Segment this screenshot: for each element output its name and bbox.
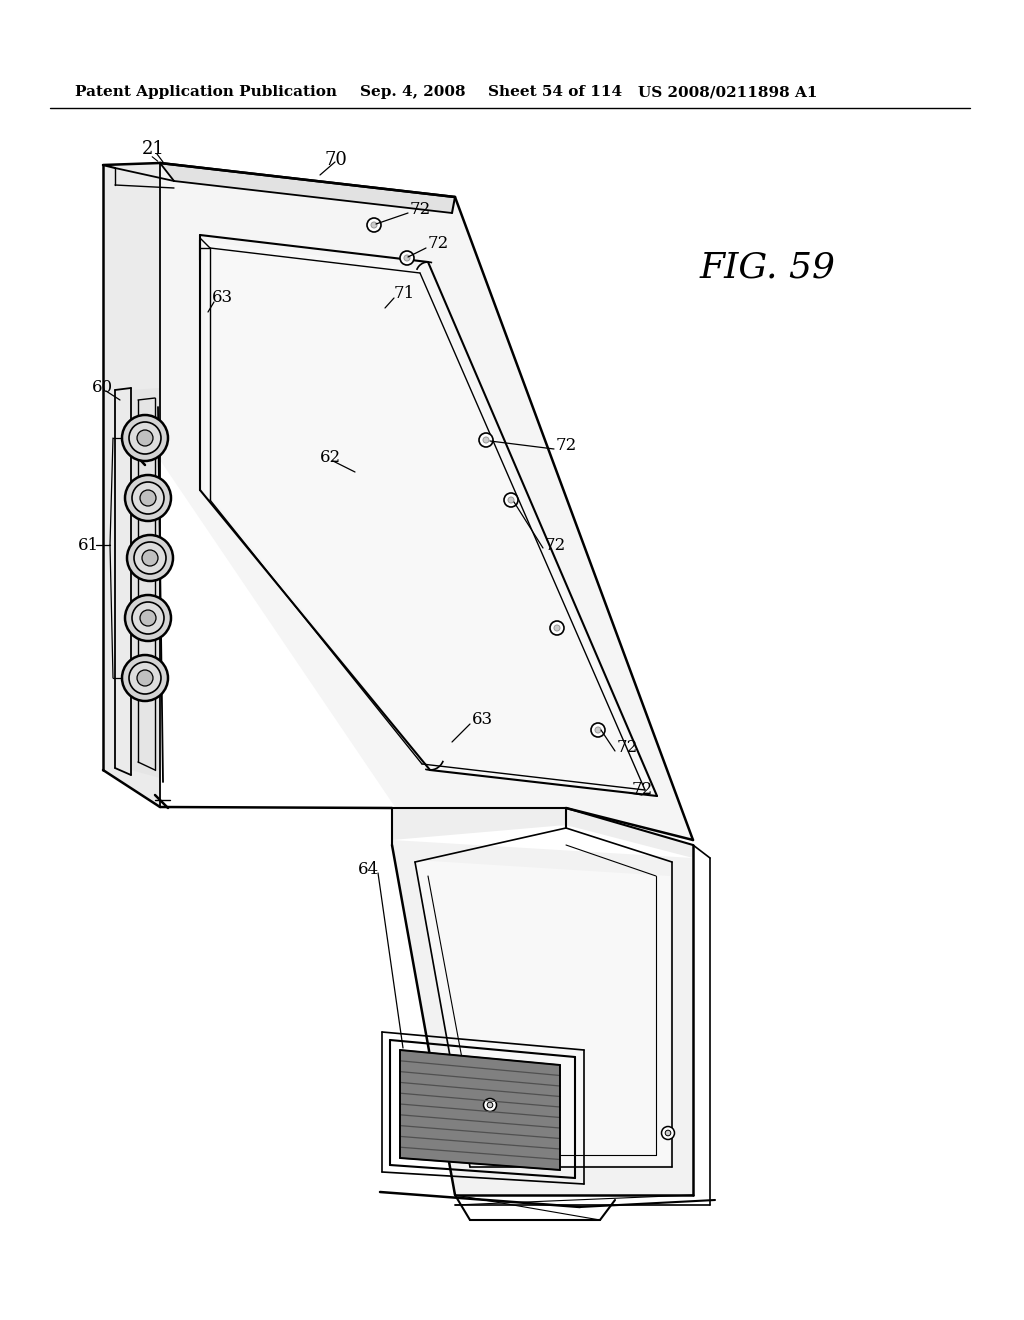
- Circle shape: [404, 255, 410, 261]
- Circle shape: [554, 624, 560, 631]
- Text: Patent Application Publication: Patent Application Publication: [75, 84, 337, 99]
- Polygon shape: [160, 162, 693, 840]
- Circle shape: [483, 1098, 497, 1111]
- Circle shape: [142, 550, 158, 566]
- Text: FIG. 59: FIG. 59: [700, 251, 836, 285]
- Polygon shape: [392, 808, 693, 858]
- Circle shape: [666, 1130, 671, 1135]
- Text: 72: 72: [617, 739, 638, 756]
- Circle shape: [400, 251, 414, 265]
- Polygon shape: [103, 162, 160, 807]
- Circle shape: [132, 482, 164, 513]
- Circle shape: [550, 620, 564, 635]
- Text: 62: 62: [319, 450, 341, 466]
- Circle shape: [504, 492, 518, 507]
- Circle shape: [132, 602, 164, 634]
- Circle shape: [595, 727, 601, 733]
- Text: 21: 21: [142, 140, 165, 158]
- Circle shape: [129, 422, 161, 454]
- Circle shape: [367, 218, 381, 232]
- Text: 63: 63: [472, 711, 494, 729]
- Text: 63: 63: [212, 289, 233, 306]
- Circle shape: [508, 498, 514, 503]
- Circle shape: [129, 663, 161, 694]
- Circle shape: [134, 543, 166, 574]
- Text: 60: 60: [92, 380, 113, 396]
- Text: 72: 72: [632, 781, 653, 799]
- Circle shape: [662, 1126, 675, 1139]
- Circle shape: [127, 535, 173, 581]
- Text: 64: 64: [358, 862, 379, 879]
- Text: 70: 70: [325, 150, 348, 169]
- Polygon shape: [160, 162, 455, 213]
- Polygon shape: [205, 242, 655, 793]
- Text: Sep. 4, 2008: Sep. 4, 2008: [360, 84, 466, 99]
- Polygon shape: [131, 388, 160, 777]
- Circle shape: [125, 595, 171, 642]
- Text: 72: 72: [410, 202, 431, 219]
- Text: Sheet 54 of 114: Sheet 54 of 114: [488, 84, 623, 99]
- Text: 71: 71: [394, 285, 416, 302]
- Circle shape: [125, 475, 171, 521]
- Circle shape: [371, 222, 377, 228]
- Text: 72: 72: [545, 536, 566, 553]
- Circle shape: [122, 655, 168, 701]
- Text: 72: 72: [428, 235, 450, 252]
- Circle shape: [487, 1102, 493, 1107]
- Circle shape: [140, 490, 156, 506]
- Circle shape: [483, 437, 489, 444]
- Polygon shape: [415, 861, 670, 1166]
- Text: 72: 72: [556, 437, 578, 454]
- Text: US 2008/0211898 A1: US 2008/0211898 A1: [638, 84, 817, 99]
- Circle shape: [137, 430, 153, 446]
- Circle shape: [591, 723, 605, 737]
- Polygon shape: [392, 840, 693, 1195]
- Text: 61: 61: [78, 536, 99, 553]
- Circle shape: [479, 433, 493, 447]
- Circle shape: [137, 671, 153, 686]
- Circle shape: [122, 414, 168, 461]
- Polygon shape: [400, 1049, 560, 1170]
- Circle shape: [140, 610, 156, 626]
